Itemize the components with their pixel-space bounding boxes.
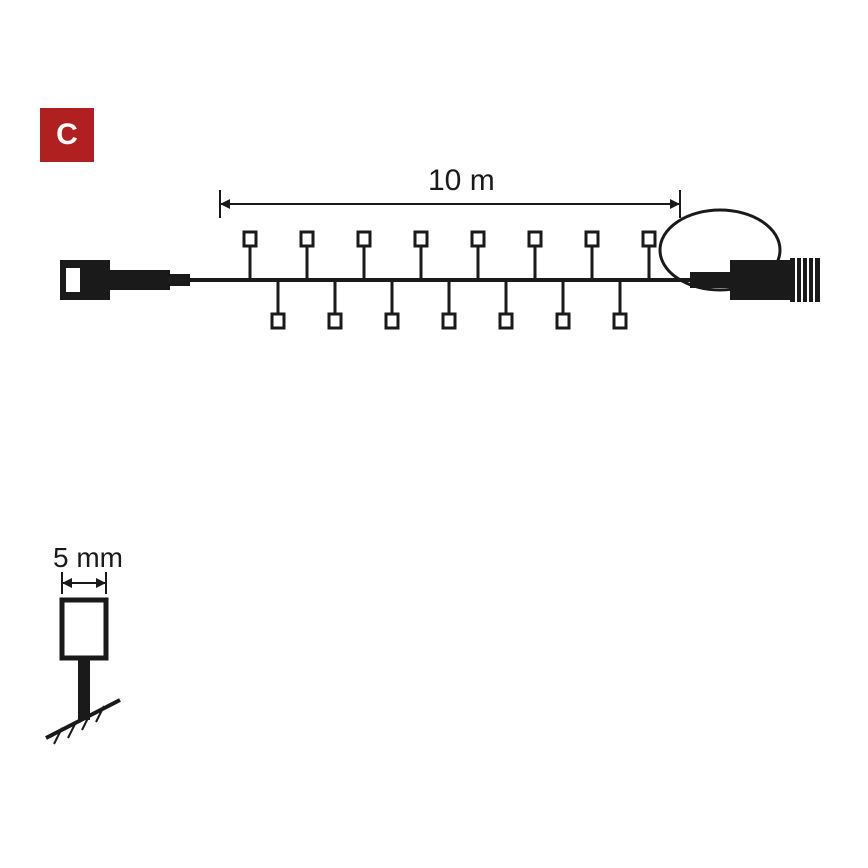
diagram-canvas: C 10 m 5 mm	[0, 0, 868, 868]
svg-layer	[0, 0, 868, 868]
